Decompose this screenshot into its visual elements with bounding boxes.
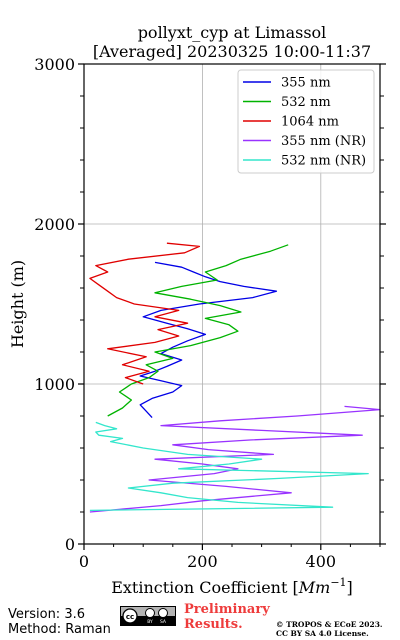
x-tick-label: 200 [187,552,218,571]
y-tick-label: 1000 [34,375,75,394]
series-lines [89,242,381,513]
chart-title: pollyxt_cyp at Limassol [138,23,327,42]
y-axis-label: Height (m) [8,260,27,348]
version-text: Version: 3.6 [8,607,85,622]
legend-label: 355 nm [281,76,331,91]
copyright-line1: © TROPOS & ECoE 2023. [276,620,383,629]
svg-text:SA: SA [160,619,167,625]
series-line-532-nm-nr [89,421,369,512]
method-text: Method: Raman [8,622,111,637]
copyright-line2: CC BY SA 4.0 License. [276,629,369,638]
plot-frame [83,63,381,545]
legend-label: 1064 nm [281,115,339,130]
chart-subtitle: [Averaged] 20230325 10:00-11:37 [93,42,371,61]
legend: 355 nm 532 nm 1064 nm 355 nm (NR) 532 nm (NR… [237,69,375,174]
legend-label: 532 nm (NR) [281,154,366,169]
series-line-355-nm-nr [89,405,381,513]
axis-ticks: 0 200 400 0 1000 2000 3000 [34,55,386,571]
y-tick-label: 3000 [34,55,75,74]
series-line-355-nm [139,261,278,419]
x-tick-label: 400 [306,552,337,571]
svg-text:cc: cc [126,613,134,621]
cc-license-logo: cc BY SA [120,606,176,626]
x-axis-label-exponent: −1 [330,576,346,589]
legend-label: 355 nm (NR) [281,134,366,149]
legend-frame [237,69,375,174]
series-line-532-nm [107,244,289,417]
x-axis-label-suffix: ] [347,578,353,597]
y-tick-label: 2000 [34,215,75,234]
legend-label: 532 nm [281,95,331,110]
series-line-1064-nm [89,242,201,385]
x-axis-label: Extinction Coefficient [Mm−1] [111,576,353,597]
x-tick-label: 0 [79,552,89,571]
svg-text:BY: BY [147,619,153,625]
x-axis-label-unit: Mm [298,578,331,597]
x-axis-label-prefix: Extinction Coefficient [ [111,578,299,597]
y-tick-label: 0 [65,535,75,554]
preliminary-line1: Preliminary [184,602,270,617]
preliminary-line2: Results. [184,617,243,632]
